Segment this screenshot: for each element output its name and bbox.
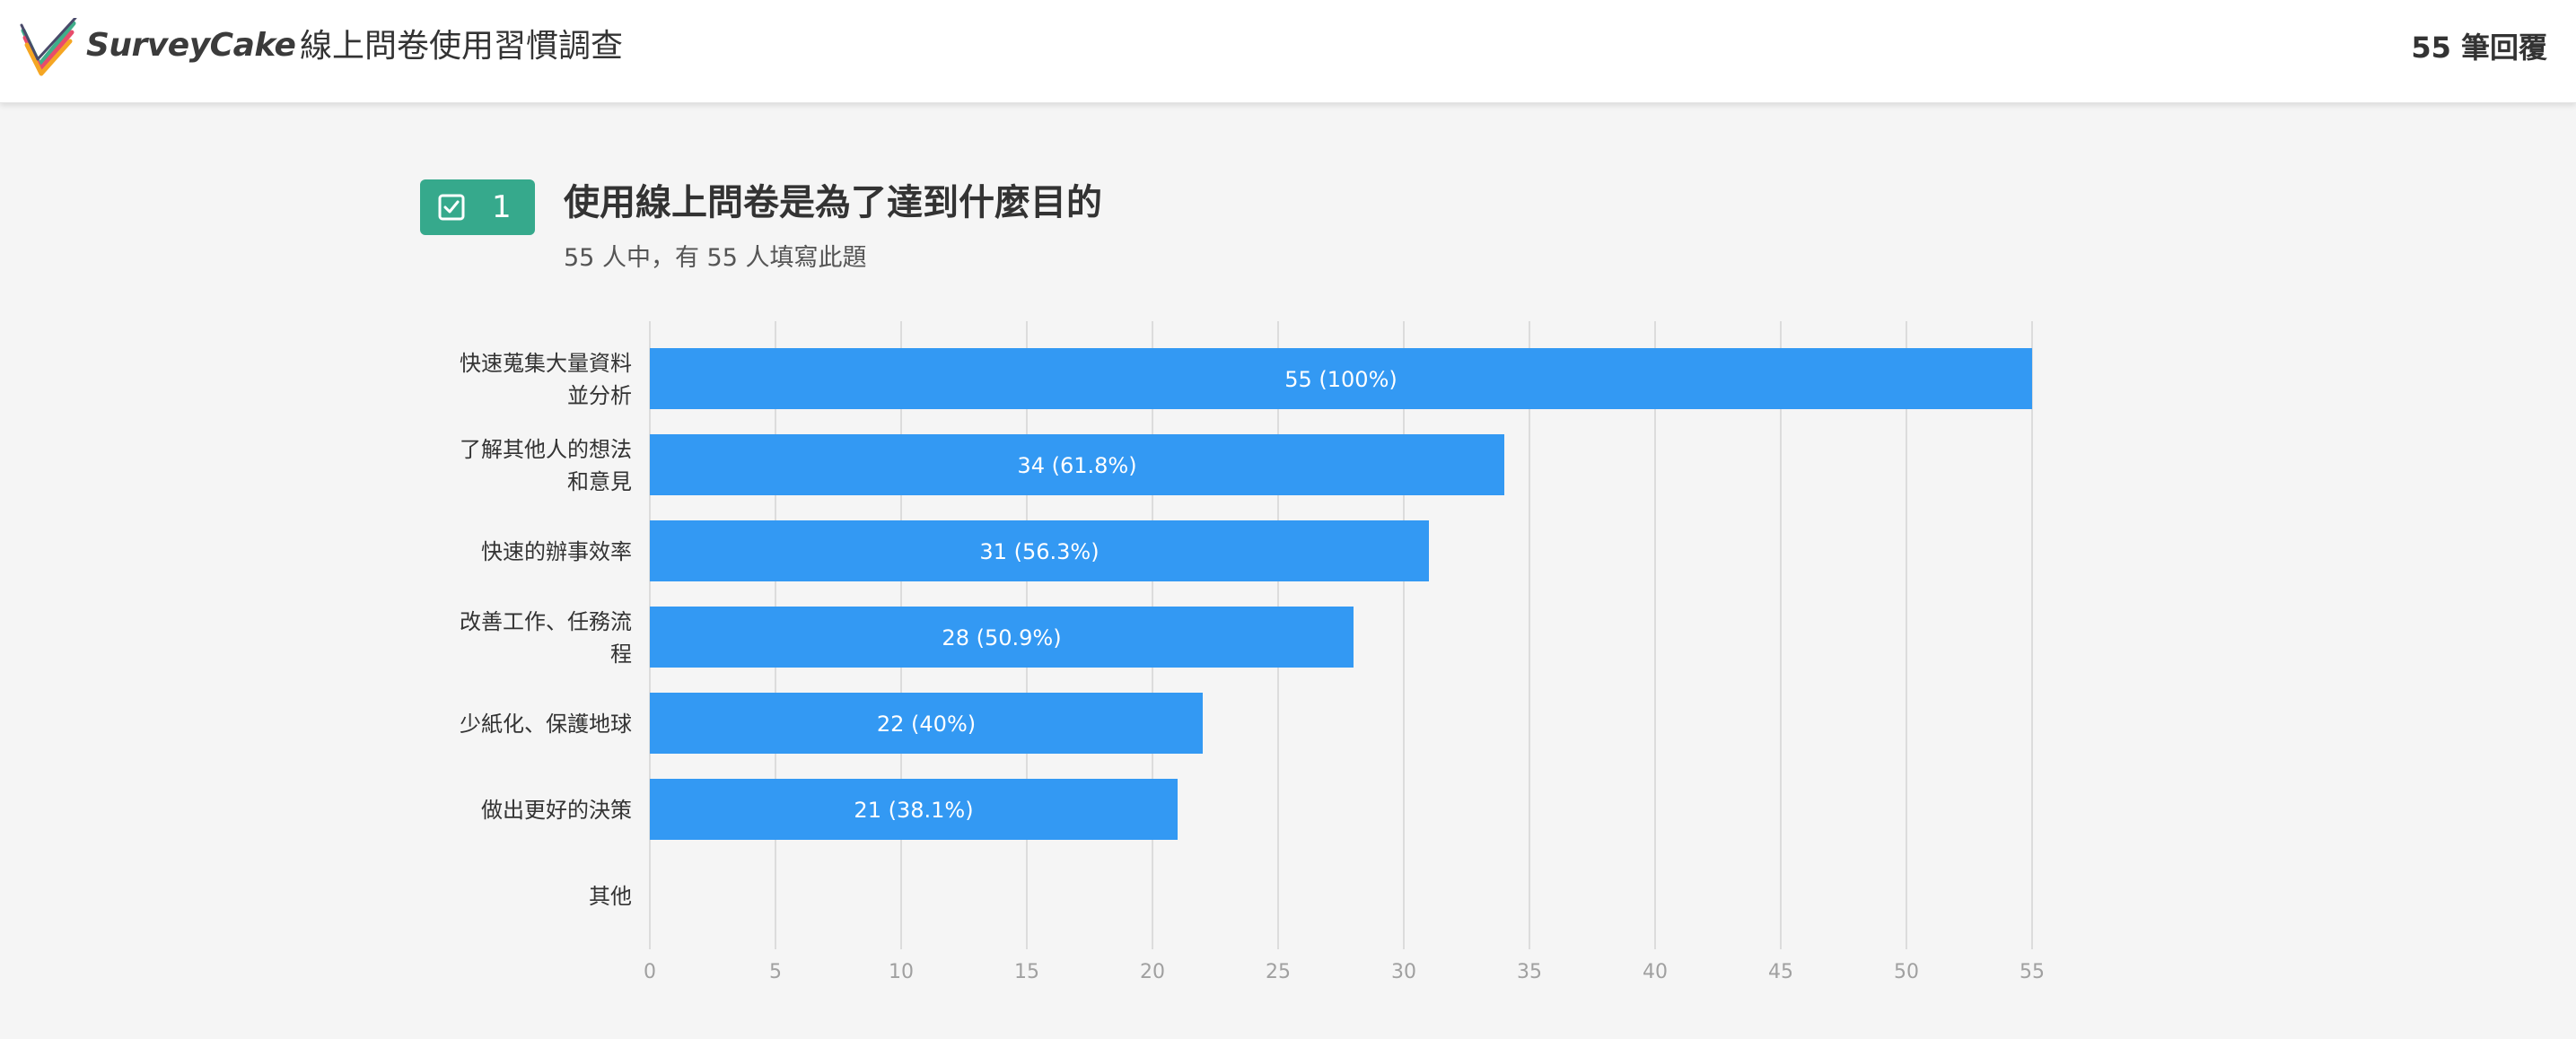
top-header: SurveyCake 線上問卷使用習慣調查 55 筆回覆 [0,0,2576,103]
x-tick-label: 15 [1014,961,1039,983]
bar-data-label: 55 (100%) [1284,367,1398,392]
bar [650,607,1354,668]
x-tick-label: 25 [1266,961,1291,983]
category-label: 並分析 [567,383,632,408]
question-number: 1 [492,189,512,225]
bar-data-label: 28 (50.9%) [942,625,1061,650]
bar [650,348,2032,409]
category-label: 程 [610,642,632,667]
x-tick-label: 40 [1643,961,1668,983]
surveycake-logo-icon[interactable] [18,18,81,77]
brand-name[interactable]: SurveyCake [86,27,296,64]
x-tick-label: 5 [769,961,782,983]
bar-data-label: 34 (61.8%) [1017,453,1136,478]
checkbox-icon [438,194,465,221]
category-label: 快速蒐集大量資料 [460,351,632,376]
category-label: 快速的辦事效率 [481,539,632,564]
question-subtitle: 55 人中，有 55 人填寫此題 [564,244,867,272]
x-tick-label: 30 [1391,961,1416,983]
response-count: 55 筆回覆 [2411,31,2547,65]
category-label: 少紙化、保護地球 [460,712,632,737]
bar [650,434,1504,495]
question-title: 使用線上問卷是為了達到什麼目的 [564,182,1102,223]
survey-title: 線上問卷使用習慣調查 [300,28,624,65]
x-tick-label: 35 [1517,961,1542,983]
bar-data-label: 22 (40%) [877,712,976,737]
x-tick-label: 45 [1768,961,1793,983]
bar [650,779,1178,840]
bar [650,693,1203,754]
x-tick-label: 20 [1140,961,1165,983]
bar-data-label: 21 (38.1%) [854,798,973,823]
x-tick-label: 50 [1894,961,1919,983]
bar [650,520,1429,581]
category-label: 和意見 [567,469,632,494]
category-label: 改善工作、任務流 [460,609,632,634]
category-label: 做出更好的決策 [481,798,632,823]
category-label: 了解其他人的想法 [460,437,632,462]
x-tick-label: 0 [644,961,656,983]
x-tick-label: 55 [2020,961,2045,983]
category-label: 其他 [589,884,632,909]
question-badge: 1 [420,179,535,235]
bar-data-label: 31 (56.3%) [979,539,1099,564]
x-tick-label: 10 [889,961,914,983]
